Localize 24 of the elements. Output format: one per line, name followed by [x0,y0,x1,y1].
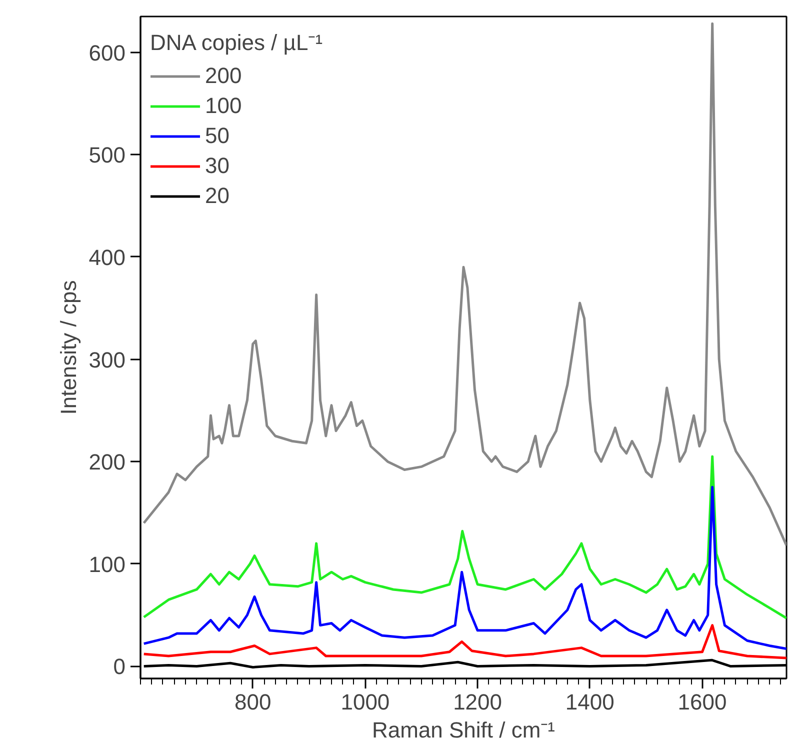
legend-label: 200 [205,62,242,90]
x-tick-label: 1400 [565,690,614,714]
y-tick-label: 500 [88,142,126,168]
x-tick-label: 800 [234,690,272,714]
y-tick-label: 400 [88,244,126,270]
legend-label: 50 [205,122,230,150]
legend-label: 20 [205,182,230,210]
line-series [142,22,786,547]
y-tick-label: 600 [88,40,126,66]
legend-title: DNA copies / µL⁻¹ [150,29,323,56]
x-axis-title: Raman Shift / cm⁻¹ [372,718,556,742]
y-tick-label: 300 [88,347,126,372]
legend-label: 30 [205,152,230,180]
line-series [142,624,786,660]
x-tick-label: 1200 [453,690,502,714]
line-series [142,455,786,620]
y-tick-label: 0 [113,654,126,680]
legend-label: 100 [205,92,242,120]
y-axis-title: Intensity / cps [56,280,81,415]
x-tick-label: 1000 [340,690,390,714]
line-series [142,486,786,650]
y-tick-label: 200 [88,450,126,475]
y-tick-label: 100 [88,552,126,577]
x-tick-label: 1600 [678,690,727,714]
